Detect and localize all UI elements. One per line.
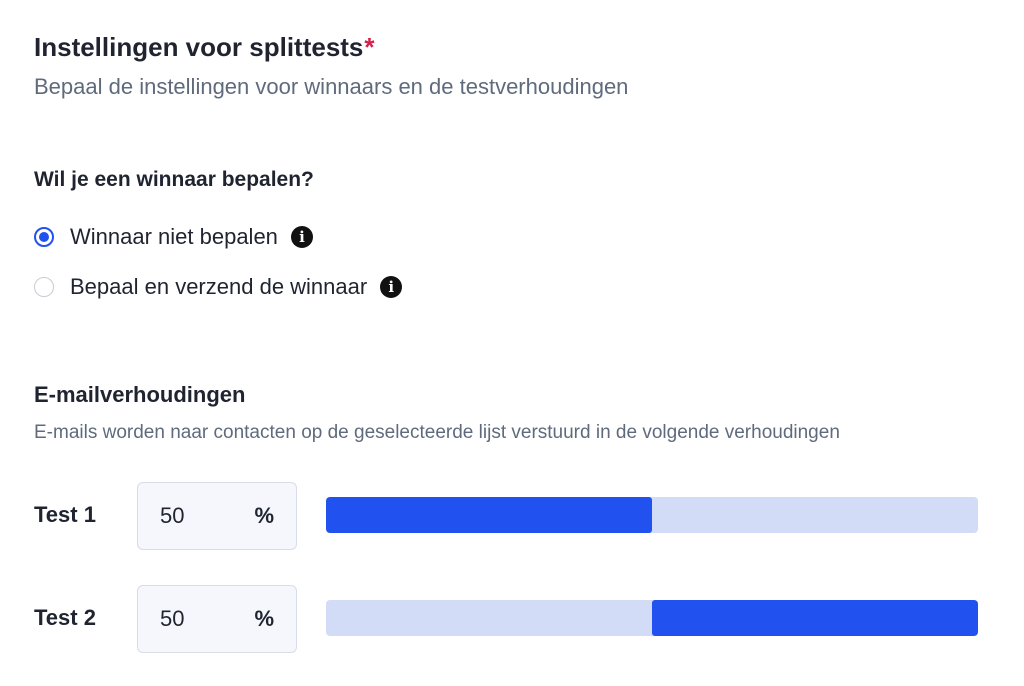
radio-button-no-winner[interactable] [34,227,54,247]
page-title: Instellingen voor splittests * [34,32,375,63]
ratio-input-test-1[interactable]: 50 % [137,482,297,550]
test-label: Test 1 [34,502,96,527]
test-row-1: Test 1 50 % [34,482,980,550]
radio-option-no-winner[interactable]: Winnaar niet bepalen i [34,224,313,250]
ratio-bar-fill [326,497,652,533]
required-marker: * [364,32,375,62]
ratio-value[interactable]: 50 [160,606,185,631]
ratio-bar-test-2 [326,600,978,636]
radio-label-no-winner: Winnaar niet bepalen [70,224,278,249]
page-title-text: Instellingen voor splittests [34,32,364,62]
ratio-bar-test-1 [326,497,978,533]
winner-question: Wil je een winnaar bepalen? [34,168,314,191]
ratios-description: E-mails worden naar contacten op de gese… [34,422,840,443]
percent-unit: % [254,503,274,528]
test-row-2: Test 2 50 % [34,585,980,653]
radio-option-send-winner[interactable]: Bepaal en verzend de winnaar i [34,274,403,300]
ratio-input-test-2[interactable]: 50 % [137,585,297,653]
ratios-title: E-mailverhoudingen [34,382,246,407]
ratio-value[interactable]: 50 [160,503,185,528]
radio-button-send-winner[interactable] [34,277,54,297]
page-subtitle: Bepaal de instellingen voor winnaars en … [34,74,629,99]
ratio-bar-fill [652,600,978,636]
radio-label-send-winner: Bepaal en verzend de winnaar [70,274,368,299]
info-icon[interactable]: i [380,276,403,298]
radio-selected-dot [39,232,49,242]
info-icon[interactable]: i [290,226,313,248]
percent-unit: % [254,606,274,631]
test-label: Test 2 [34,605,96,630]
